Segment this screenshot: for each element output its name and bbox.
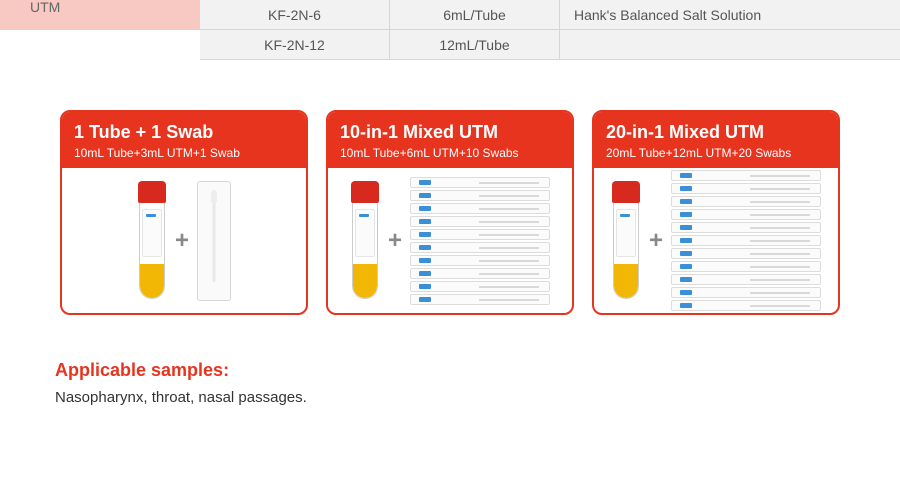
product-card: 10-in-1 Mixed UTM 10mL Tube+6mL UTM+10 Sw…	[326, 110, 574, 315]
swab-line	[671, 222, 821, 233]
swab-line	[671, 196, 821, 207]
swab-line	[671, 183, 821, 194]
swab-line	[671, 274, 821, 285]
swab-line	[410, 242, 550, 253]
swab-line	[410, 177, 550, 188]
card-body: +	[62, 168, 306, 313]
plus-icon: +	[388, 227, 402, 255]
swab-stack-icon	[671, 170, 821, 311]
swab-line	[410, 281, 550, 292]
card-title: 10-in-1 Mixed UTM	[340, 122, 560, 143]
swab-line	[410, 190, 550, 201]
card-subtitle: 10mL Tube+3mL UTM+1 Swab	[74, 146, 294, 160]
tube-icon	[611, 181, 641, 301]
swab-line	[671, 287, 821, 298]
swab-line	[410, 216, 550, 227]
table-row: KF-2N-6 6mL/Tube Hank's Balanced Salt So…	[200, 0, 900, 30]
swab-line	[410, 294, 550, 305]
cell-product-code: KF-2N-6	[200, 0, 390, 29]
card-subtitle: 10mL Tube+6mL UTM+10 Swabs	[340, 146, 560, 160]
table-category-cell: UTM	[0, 0, 200, 30]
tube-icon	[350, 181, 380, 301]
card-body: +	[328, 168, 572, 313]
applicable-title: Applicable samples:	[55, 360, 845, 381]
plus-icon: +	[175, 227, 189, 255]
card-title: 20-in-1 Mixed UTM	[606, 122, 826, 143]
spec-table-fragment: UTM KF-2N-6 6mL/Tube Hank's Balanced Sal…	[0, 0, 900, 60]
cell-description-empty	[560, 30, 900, 59]
swab-stack-icon	[410, 177, 550, 305]
applicable-samples: Applicable samples: Nasopharynx, throat,…	[0, 360, 900, 406]
table-row: KF-2N-12 12mL/Tube	[200, 30, 900, 60]
swab-line	[671, 170, 821, 181]
card-header: 1 Tube + 1 Swab 10mL Tube+3mL UTM+1 Swab	[62, 112, 306, 168]
swab-line	[671, 209, 821, 220]
tube-icon	[137, 181, 167, 301]
table-rows: KF-2N-6 6mL/Tube Hank's Balanced Salt So…	[200, 0, 900, 60]
swab-line	[410, 255, 550, 266]
swab-line	[671, 248, 821, 259]
swab-line	[410, 203, 550, 214]
card-title: 1 Tube + 1 Swab	[74, 122, 294, 143]
product-cards: 1 Tube + 1 Swab 10mL Tube+3mL UTM+1 Swab +…	[0, 110, 900, 315]
card-body: +	[594, 168, 838, 313]
card-subtitle: 20mL Tube+12mL UTM+20 Swabs	[606, 146, 826, 160]
product-card: 1 Tube + 1 Swab 10mL Tube+3mL UTM+1 Swab +	[60, 110, 308, 315]
cell-product-code: KF-2N-12	[200, 30, 390, 59]
plus-icon: +	[649, 227, 663, 255]
swab-line	[671, 300, 821, 311]
cell-volume: 12mL/Tube	[390, 30, 560, 59]
swab-line	[410, 229, 550, 240]
cell-description: Hank's Balanced Salt Solution	[560, 0, 900, 29]
cell-volume: 6mL/Tube	[390, 0, 560, 29]
swab-single-icon	[197, 181, 231, 301]
swab-line	[671, 261, 821, 272]
card-header: 10-in-1 Mixed UTM 10mL Tube+6mL UTM+10 Sw…	[328, 112, 572, 168]
swab-line	[410, 268, 550, 279]
applicable-body: Nasopharynx, throat, nasal passages.	[55, 389, 845, 406]
card-header: 20-in-1 Mixed UTM 20mL Tube+12mL UTM+20 S…	[594, 112, 838, 168]
swab-line	[671, 235, 821, 246]
product-card: 20-in-1 Mixed UTM 20mL Tube+12mL UTM+20 S…	[592, 110, 840, 315]
